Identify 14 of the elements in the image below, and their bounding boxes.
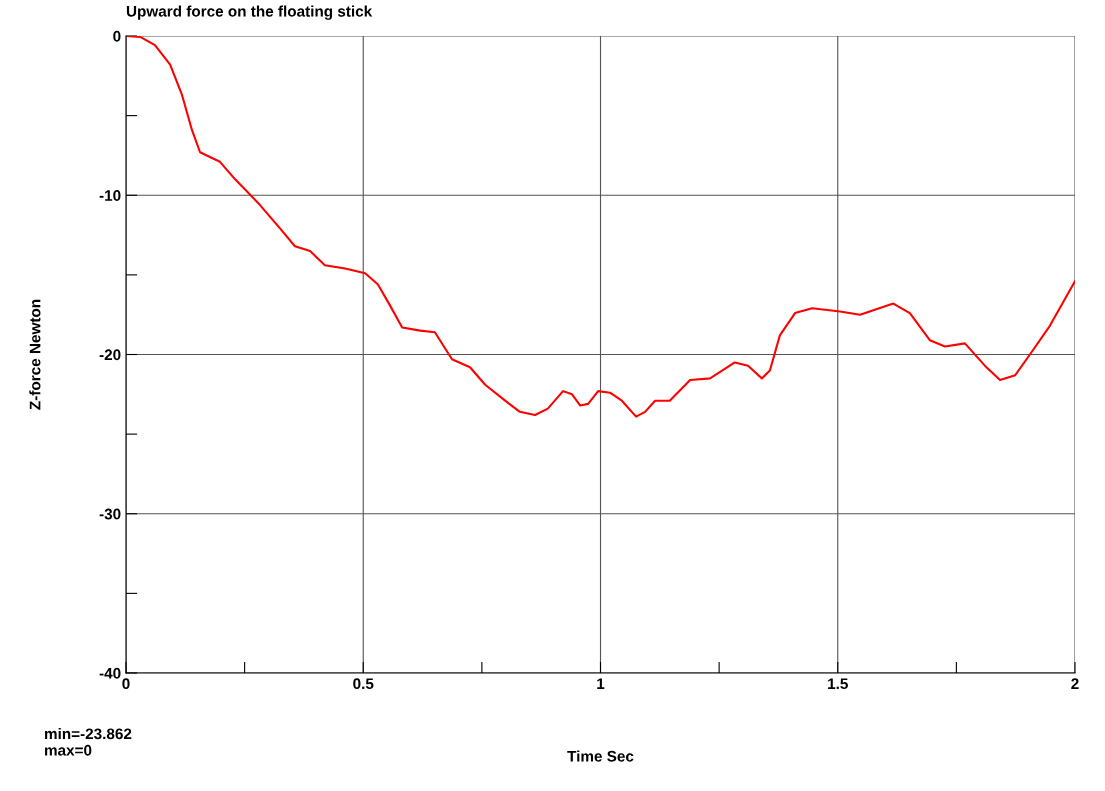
x-tick-label: 0.5	[353, 678, 374, 690]
y-tick-label: -40	[99, 667, 121, 679]
x-tick-label: 2	[1071, 678, 1079, 689]
y-tick-label: 0	[113, 30, 121, 42]
x-axis-title: Time Sec	[567, 750, 634, 762]
y-tick-label: -30	[99, 508, 121, 520]
y-axis-title: Z-force Newton	[29, 299, 41, 410]
text: min=-23.862 max=0	[45, 728, 132, 756]
chart-title: Upward force on the floating stick	[126, 5, 373, 20]
x-tick-label: 1.5	[828, 678, 848, 690]
x-tick-label: 0	[122, 678, 130, 690]
x-tick-label: 1	[597, 678, 605, 689]
y-tick-label: -10	[99, 190, 121, 201]
y-tick-label: -20	[99, 349, 121, 361]
